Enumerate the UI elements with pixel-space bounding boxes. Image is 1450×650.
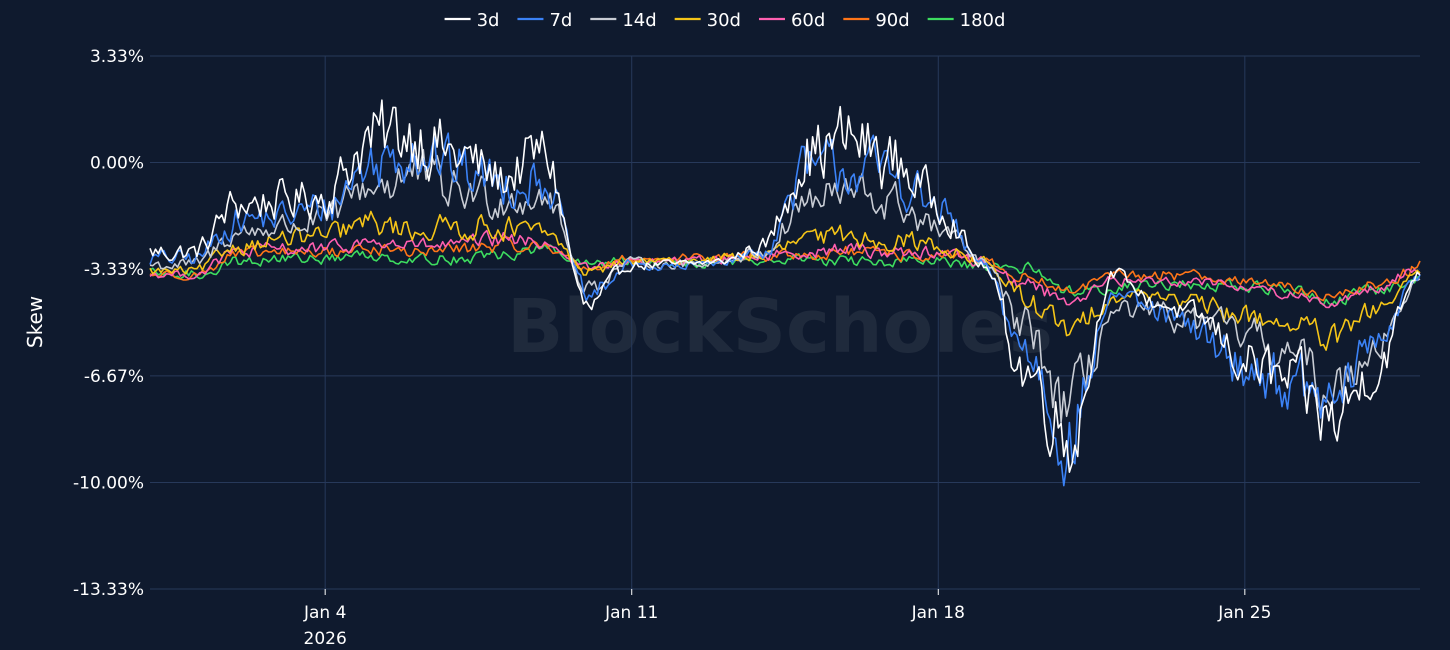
y-tick-label: -6.67% bbox=[84, 367, 144, 387]
x-tick-label: Jan 25 bbox=[1217, 603, 1271, 623]
legend-label-60d: 60d bbox=[791, 10, 825, 31]
x-tick-label: Jan 18 bbox=[911, 603, 965, 623]
series-line-30d bbox=[149, 210, 1421, 351]
series-line-7d bbox=[149, 132, 1421, 487]
x-tick-label: 2026 bbox=[304, 629, 347, 649]
series-line-180d bbox=[149, 243, 1421, 307]
y-tick-label: -3.33% bbox=[84, 260, 144, 280]
series-line-60d bbox=[149, 229, 1421, 309]
legend-label-180d: 180d bbox=[960, 10, 1006, 31]
y-tick-label: -10.00% bbox=[73, 473, 144, 493]
legend-label-7d: 7d bbox=[549, 10, 572, 31]
legend-label-3d: 3d bbox=[477, 10, 500, 31]
legend-label-30d: 30d bbox=[707, 10, 741, 31]
legend-label-14d: 14d bbox=[622, 10, 656, 31]
x-tick-label: Jan 4 bbox=[303, 603, 346, 623]
x-tick-label: Jan 11 bbox=[604, 603, 658, 623]
series-line-14d bbox=[149, 148, 1421, 423]
y-tick-label: 0.00% bbox=[90, 154, 144, 174]
series-line-3d bbox=[149, 99, 1421, 474]
y-tick-label: -13.33% bbox=[73, 580, 144, 600]
legend-label-90d: 90d bbox=[875, 10, 909, 31]
legend: 3d 7d 14d 30d 60d 90d 180d bbox=[444, 10, 1006, 31]
y-axis-title: Skew bbox=[23, 296, 47, 348]
y-tick-label: 3.33% bbox=[90, 47, 144, 67]
